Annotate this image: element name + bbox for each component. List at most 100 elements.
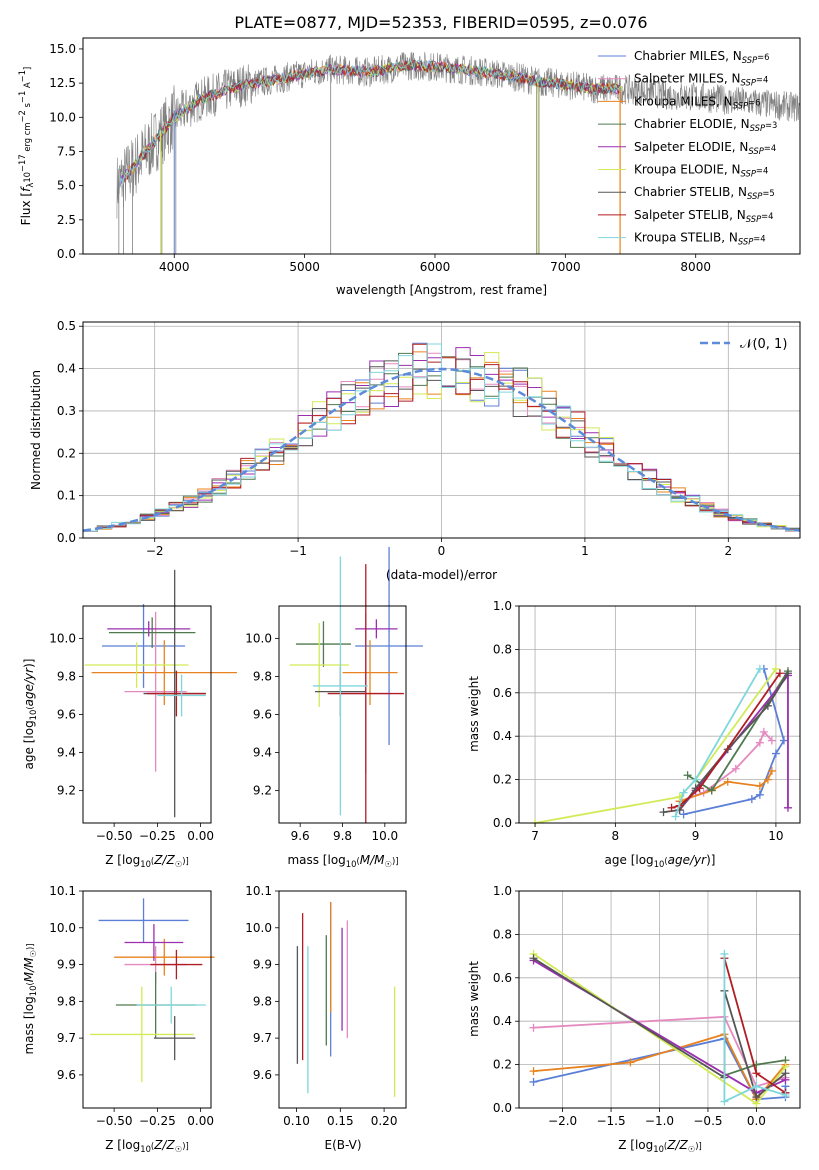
x-axis-label: age [log10(age/yr)] — [605, 853, 716, 869]
legend-layer: Chabrier MILES, NSSP=6 Salpeter MILES, NS… — [598, 49, 787, 352]
y-tick-label: 9.2 — [253, 784, 272, 798]
axes-frame — [278, 605, 407, 824]
y-tick-label: 9.4 — [57, 746, 76, 760]
y-tick-label: 10.0 — [49, 631, 76, 645]
plus-marker — [723, 777, 732, 786]
mass-weight-line — [679, 770, 773, 803]
mass-weight-line — [687, 670, 789, 792]
y-axis-label: Flux [fλ10−17 erg cm−2 s−1 A−1] — [17, 67, 35, 226]
mass-weight-line — [663, 672, 789, 814]
axes-frame — [278, 890, 407, 1109]
y-tick-label: 0.8 — [493, 927, 512, 941]
x-axis-label: E(B-V) — [324, 1138, 361, 1152]
legend-entry: Kroupa ELODIE, NSSP=4 — [634, 163, 768, 179]
y-tick-label: 0.0 — [57, 247, 76, 261]
figure-title: PLATE=0877, MJD=52353, FIBERID=0595, z=0… — [234, 13, 647, 32]
x-tick-label: −0.5 — [693, 1114, 722, 1128]
plus-marker — [731, 764, 740, 773]
legend-entry: Salpeter ELODIE, NSSP=4 — [634, 140, 776, 156]
y-tick-label: 10.1 — [245, 884, 272, 898]
x-tick-label: 0.20 — [371, 1114, 398, 1128]
y-tick-label: 9.6 — [57, 1068, 76, 1082]
y-tick-label: 0.0 — [493, 816, 512, 830]
y-tick-label: 9.8 — [253, 994, 272, 1008]
x-tick-label: 6000 — [420, 260, 451, 274]
plus-marker — [781, 1069, 790, 1078]
y-tick-label: 0.2 — [493, 1058, 512, 1072]
y-tick-label: 2.5 — [57, 213, 76, 227]
y-tick-label: 0.8 — [493, 642, 512, 656]
x-tick-label: −0.25 — [139, 1114, 176, 1128]
axes-frame — [82, 605, 212, 824]
plus-marker — [783, 669, 792, 678]
labels-layer: 4000 5000 6000 7000 80000.02.55.07.510.012.5… — [17, 42, 784, 1154]
x-tick-label: −1.0 — [645, 1114, 674, 1128]
plus-marker — [747, 795, 756, 804]
x-axis-label: Z [log10(Z/Z☉)] — [618, 1138, 702, 1154]
y-tick-label: 9.4 — [253, 746, 272, 760]
plus-marker — [755, 664, 764, 673]
x-tick-label: 0 — [438, 544, 446, 558]
axes-layer — [79, 37, 801, 1112]
plus-marker — [755, 790, 764, 799]
y-tick-label: 10.0 — [49, 110, 76, 124]
y-tick-label: 0.6 — [493, 686, 512, 700]
x-axis-label: Z [log10(Z/Z☉)] — [105, 1138, 189, 1154]
mass-weight-line — [683, 668, 785, 816]
y-tick-label: 0.4 — [493, 729, 512, 743]
legend-entry: Chabrier MILES, NSSP=6 — [634, 49, 770, 65]
y-tick-label: 7.5 — [57, 144, 76, 158]
x-tick-label: 9.6 — [291, 829, 310, 843]
y-tick-label: 0.4 — [57, 362, 76, 376]
x-tick-label: 0.0 — [747, 1114, 766, 1128]
y-tick-label: 0.6 — [493, 971, 512, 985]
legend-entry: Kroupa STELIB, NSSP=4 — [634, 231, 766, 247]
plus-marker — [775, 669, 784, 678]
plus-marker — [626, 1058, 635, 1067]
y-tick-label: 9.9 — [253, 958, 272, 972]
y-tick-label: 9.8 — [57, 669, 76, 683]
legend-entry: Salpeter MILES, NSSP=4 — [634, 72, 768, 88]
y-tick-label: 0.0 — [493, 1101, 512, 1115]
y-tick-label: 0.5 — [57, 319, 76, 333]
y-tick-label: 9.6 — [253, 708, 272, 722]
plus-marker — [720, 949, 729, 958]
plus-marker — [707, 786, 716, 795]
x-tick-label: 8 — [612, 829, 620, 843]
y-tick-label: 0.2 — [57, 446, 76, 460]
plus-marker — [779, 736, 788, 745]
plus-marker — [771, 749, 780, 758]
y-tick-label: 0.4 — [493, 1014, 512, 1028]
plus-marker — [767, 766, 776, 775]
y-tick-label: 9.8 — [57, 994, 76, 1008]
model-spectrum — [124, 60, 620, 183]
y-tick-label: 9.7 — [253, 1031, 272, 1045]
y-tick-label: 0.1 — [57, 489, 76, 503]
x-tick-label: 9 — [692, 829, 700, 843]
plus-marker — [529, 954, 538, 963]
y-tick-label: 10.0 — [49, 921, 76, 935]
y-tick-label: 10.1 — [49, 884, 76, 898]
plus-marker — [755, 738, 764, 747]
x-tick-label: 8000 — [680, 260, 711, 274]
y-tick-label: 10.0 — [245, 921, 272, 935]
y-tick-label: 9.2 — [57, 784, 76, 798]
y-axis-label: age [log10(age/yr)] — [22, 659, 38, 770]
plus-marker — [683, 771, 692, 780]
normal-curve — [82, 367, 801, 532]
axes-frame — [518, 605, 801, 824]
plus-marker — [763, 701, 772, 710]
x-tick-label: 0.00 — [187, 829, 214, 843]
spectrum-group — [116, 51, 800, 254]
x-tick-label: −0.25 — [139, 829, 176, 843]
legend-entry: Chabrier ELODIE, NSSP=3 — [634, 117, 777, 133]
y-tick-label: 0.2 — [493, 773, 512, 787]
plus-marker — [529, 1067, 538, 1076]
x-tick-label: 0.00 — [187, 1114, 214, 1128]
x-tick-label: −1 — [289, 544, 307, 558]
x-tick-label: 1 — [581, 544, 589, 558]
mass-weight-line — [671, 672, 781, 809]
mass-weight-line — [674, 668, 761, 817]
plus-marker — [529, 1023, 538, 1032]
